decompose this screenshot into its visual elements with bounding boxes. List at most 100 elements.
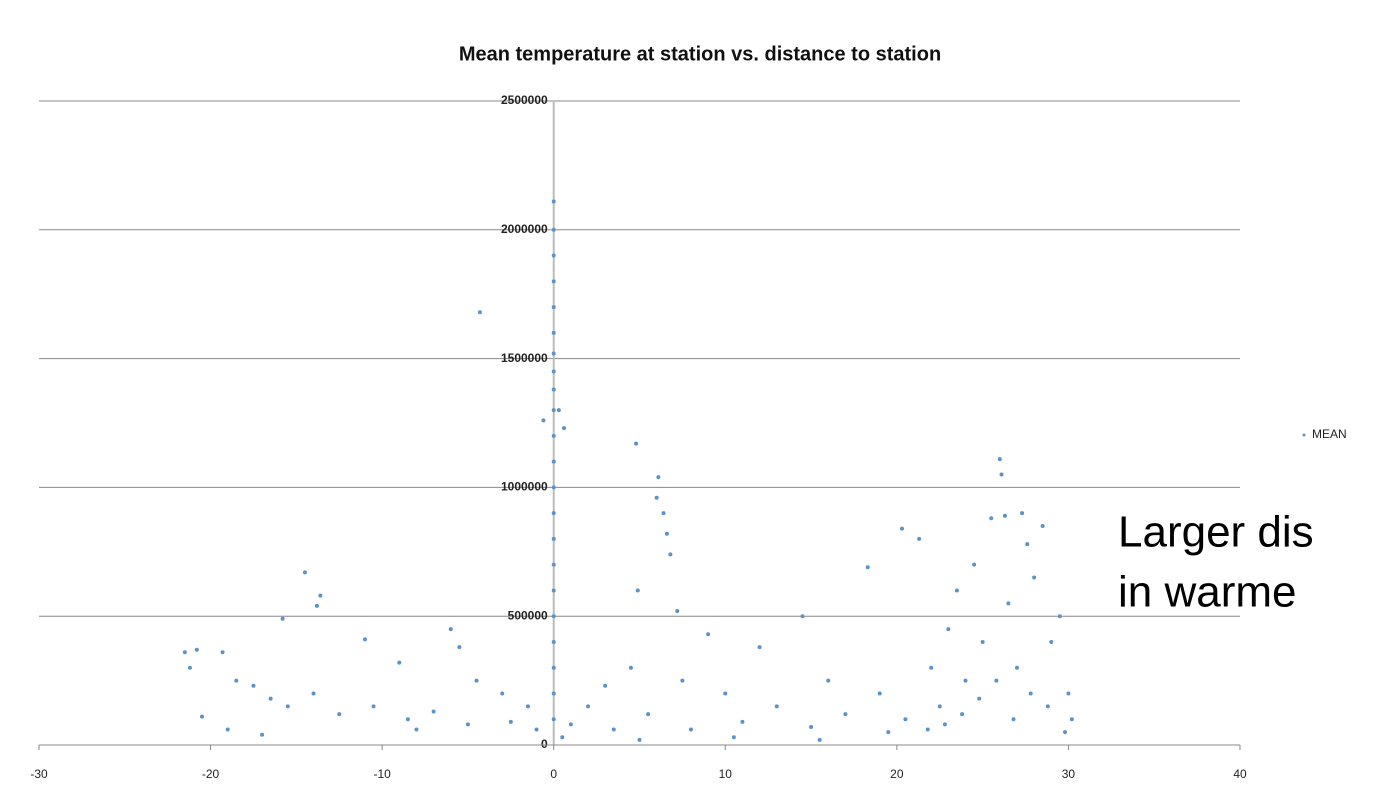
point	[886, 730, 891, 735]
point	[723, 691, 728, 696]
point	[551, 588, 556, 593]
point	[551, 199, 556, 204]
point	[551, 279, 556, 284]
point	[954, 588, 959, 593]
point	[551, 717, 556, 722]
point	[551, 614, 556, 619]
point	[551, 665, 556, 670]
point	[541, 418, 546, 423]
point	[551, 459, 556, 464]
point	[675, 609, 680, 614]
point	[603, 683, 608, 688]
point	[311, 691, 316, 696]
point	[234, 678, 239, 683]
point	[302, 570, 307, 575]
point	[397, 660, 402, 665]
point	[362, 637, 367, 642]
point	[551, 536, 556, 541]
point	[989, 516, 994, 521]
point	[314, 603, 319, 608]
point	[562, 426, 567, 431]
point	[1006, 601, 1011, 606]
point	[731, 735, 736, 740]
point	[551, 305, 556, 310]
point	[551, 253, 556, 258]
x-tick-label: -10	[373, 767, 391, 781]
point	[551, 639, 556, 644]
point	[963, 678, 968, 683]
point	[688, 727, 693, 732]
point	[817, 737, 822, 742]
annotation: in warme	[1118, 568, 1297, 617]
point	[1032, 575, 1037, 580]
point	[1025, 542, 1030, 547]
point	[1049, 639, 1054, 644]
point	[809, 724, 814, 729]
point	[865, 565, 870, 570]
point	[635, 588, 640, 593]
point	[556, 408, 561, 413]
point	[405, 717, 410, 722]
point	[551, 562, 556, 567]
point	[843, 712, 848, 717]
point	[551, 351, 556, 356]
point	[706, 632, 711, 637]
x-tick-label: 0	[550, 767, 557, 781]
point	[534, 727, 539, 732]
point	[1045, 704, 1050, 709]
point	[980, 639, 985, 644]
y-tick-label: 2000000	[501, 222, 548, 236]
point	[560, 735, 565, 740]
point	[634, 441, 639, 446]
point	[457, 645, 462, 650]
y-tick-label: 500000	[508, 608, 548, 622]
point	[465, 722, 470, 727]
y-tick-label: 0	[541, 737, 548, 751]
point	[1057, 614, 1062, 619]
point	[551, 330, 556, 335]
point	[611, 727, 616, 732]
point	[1011, 717, 1016, 722]
x-tick-label: 40	[1233, 767, 1247, 781]
point	[977, 696, 982, 701]
point	[551, 691, 556, 696]
point	[551, 369, 556, 374]
annotation: Larger dis	[1118, 508, 1314, 557]
point	[877, 691, 882, 696]
point	[285, 704, 290, 709]
point	[900, 526, 905, 531]
x-tick-label: -20	[202, 767, 220, 781]
point	[946, 627, 951, 632]
point	[251, 683, 256, 688]
y-tick-label: 1000000	[501, 480, 548, 494]
x-tick-label: 30	[1062, 767, 1076, 781]
point	[654, 495, 659, 500]
legend-marker	[1302, 433, 1306, 437]
point	[318, 593, 323, 598]
point	[1020, 511, 1025, 516]
point	[999, 472, 1004, 477]
point	[917, 536, 922, 541]
point	[199, 714, 204, 719]
point	[414, 727, 419, 732]
point	[774, 704, 779, 709]
x-tick-label: 20	[890, 767, 904, 781]
point	[929, 665, 934, 670]
point	[1040, 524, 1045, 529]
point	[757, 645, 762, 650]
point	[551, 433, 556, 438]
y-tick-label: 1500000	[501, 351, 548, 365]
point	[960, 712, 965, 717]
point	[225, 727, 230, 732]
point	[668, 552, 673, 557]
point	[628, 665, 633, 670]
point	[994, 678, 999, 683]
point	[800, 614, 805, 619]
point	[568, 722, 573, 727]
x-tick-label: -30	[30, 767, 48, 781]
x-tick-label: 10	[719, 767, 733, 781]
point	[664, 531, 669, 536]
point	[448, 627, 453, 632]
